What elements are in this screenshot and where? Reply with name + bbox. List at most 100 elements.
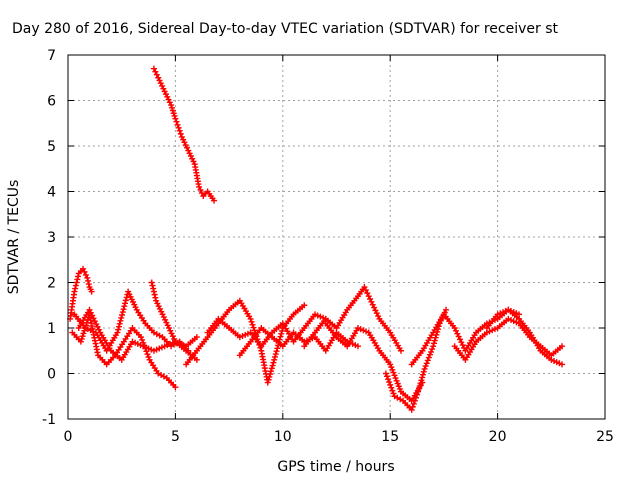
data-point — [371, 304, 378, 311]
data-point — [74, 276, 81, 283]
data-point — [151, 291, 158, 298]
grid — [68, 55, 605, 419]
data-point — [75, 273, 82, 280]
data-point — [168, 102, 175, 109]
data-point — [392, 375, 399, 382]
data-point — [157, 80, 164, 87]
data-point — [121, 303, 128, 310]
data-point — [175, 124, 182, 131]
data-point — [415, 388, 422, 395]
x-tick-label: 0 — [64, 429, 73, 445]
data-point — [167, 327, 174, 334]
data-point — [165, 96, 172, 103]
data-point — [159, 82, 166, 89]
data-point — [82, 271, 89, 278]
data-point — [270, 359, 277, 366]
data-point — [559, 343, 566, 350]
data-point — [116, 320, 123, 327]
data-point — [274, 345, 281, 352]
data-point — [278, 330, 285, 337]
data-point — [182, 142, 189, 149]
data-point — [158, 308, 165, 315]
data-point — [149, 282, 156, 289]
data-point — [415, 385, 422, 392]
data-point — [81, 327, 88, 334]
data-point — [414, 391, 421, 398]
series-arc-h — [301, 284, 404, 354]
data-point — [385, 376, 392, 383]
data-point — [185, 147, 192, 154]
data-point — [155, 74, 162, 81]
data-point — [301, 302, 308, 309]
data-point — [150, 285, 157, 292]
data-point — [165, 325, 172, 331]
data-point — [176, 127, 183, 134]
data-point — [193, 334, 200, 341]
x-axis-label: GPS time / hours — [277, 459, 394, 475]
data-point — [452, 327, 459, 334]
data-point — [267, 371, 274, 378]
data-point — [272, 351, 279, 358]
data-point — [279, 327, 286, 334]
data-point — [84, 274, 91, 281]
y-axis-label: SDTVAR / TECUs — [6, 180, 22, 295]
data-point — [425, 354, 432, 361]
data-point — [139, 336, 146, 343]
data-point — [422, 363, 429, 370]
chart-title: Day 280 of 2016, Sidereal Day-to-day VTE… — [12, 21, 559, 37]
data-point — [164, 93, 171, 100]
data-point — [387, 381, 394, 388]
data-point — [71, 288, 78, 295]
data-point — [409, 403, 416, 410]
data-point — [267, 368, 274, 375]
data-point — [382, 370, 389, 377]
data-point — [373, 310, 380, 317]
data-point — [251, 327, 258, 334]
data-point — [80, 330, 87, 337]
data-point — [455, 333, 462, 340]
data-point — [430, 343, 437, 350]
data-point — [249, 321, 256, 328]
data-point — [170, 110, 177, 117]
data-point — [362, 287, 369, 294]
data-point — [162, 91, 169, 98]
data-point — [421, 365, 428, 372]
data-point — [395, 383, 402, 390]
data-point — [180, 136, 187, 143]
data-point — [166, 99, 173, 106]
data-point — [150, 65, 157, 72]
x-tick-label: 15 — [381, 429, 399, 445]
data-point — [454, 330, 461, 337]
data-point — [178, 133, 185, 140]
data-point — [265, 376, 272, 383]
data-point — [172, 384, 179, 391]
data-point — [174, 121, 181, 128]
data-point — [193, 356, 200, 363]
data-point — [161, 88, 168, 95]
data-point — [153, 297, 160, 304]
data-point — [368, 298, 375, 305]
data-point — [152, 294, 159, 301]
series-arc-steep — [150, 65, 218, 204]
data-point — [364, 290, 371, 297]
data-point — [186, 150, 193, 157]
data-point — [145, 354, 152, 361]
y-tick-label: 0 — [47, 367, 56, 383]
data-point — [459, 342, 466, 349]
data-point — [390, 369, 397, 376]
data-point — [173, 118, 180, 125]
data-point — [115, 323, 122, 330]
data-point — [138, 334, 145, 341]
data-point — [369, 301, 376, 308]
data-point — [457, 336, 464, 343]
data-point — [248, 318, 255, 325]
y-tick-label: 3 — [47, 230, 56, 246]
series-trace — [325, 322, 424, 402]
data-point — [411, 397, 418, 404]
data-point — [163, 319, 170, 326]
data-point — [85, 281, 92, 288]
data-point — [386, 379, 393, 386]
data-point — [394, 380, 401, 387]
data-point — [417, 380, 424, 387]
